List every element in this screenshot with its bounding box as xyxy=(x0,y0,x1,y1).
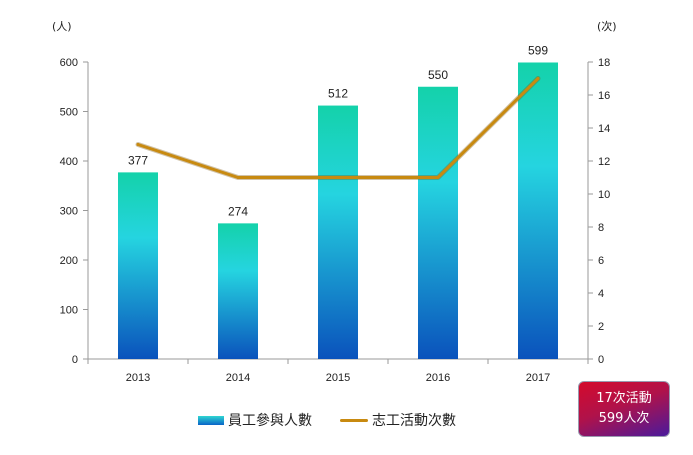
badge-line-participants: 599人次 xyxy=(598,411,650,426)
badge-line-activities: 17次活動 xyxy=(596,391,652,406)
line-point xyxy=(336,176,340,179)
x-tick-label: 2016 xyxy=(426,372,450,384)
legend: 員工參與人數 志工活動次數 xyxy=(198,410,484,430)
left-axis-unit: (人) xyxy=(52,20,72,33)
right-tick-label: 0 xyxy=(598,354,604,366)
bar-value-label: 377 xyxy=(128,153,148,167)
left-tick-label: 500 xyxy=(60,107,78,119)
line-series xyxy=(135,76,541,180)
data-labels: 377 274 512 550 599 xyxy=(128,43,548,218)
right-tick-label: 16 xyxy=(598,90,610,102)
legend-bar-label: 員工參與人數 xyxy=(228,413,312,429)
left-tick-label: 0 xyxy=(72,354,78,366)
bar xyxy=(518,62,558,360)
right-axis-unit: (次) xyxy=(597,19,617,33)
x-tick-label: 2015 xyxy=(326,372,350,384)
left-tick-label: 200 xyxy=(60,255,78,267)
x-tick-label: 2014 xyxy=(226,372,250,384)
bar xyxy=(218,223,258,359)
legend-item-line: 志工活動次數 xyxy=(340,410,456,430)
line-point xyxy=(436,176,440,179)
axes: 0 100 200 300 400 500 600 0 2 4 6 8 10 12 14 16 18 2013 20… xyxy=(60,57,611,384)
left-tick-label: 300 xyxy=(60,206,78,218)
right-tick-label: 10 xyxy=(598,189,610,201)
line-point xyxy=(536,77,540,80)
bar-value-label: 512 xyxy=(328,87,348,101)
right-tick-label: 12 xyxy=(598,156,610,168)
bars xyxy=(118,62,558,360)
legend-item-bars: 員工參與人數 xyxy=(198,410,312,430)
summary-badge: 17次活動 599人次 xyxy=(578,381,670,437)
x-tick-label: 2013 xyxy=(126,372,150,384)
bar-value-label: 599 xyxy=(528,43,548,57)
bar xyxy=(318,105,358,359)
right-tick-label: 18 xyxy=(598,57,610,69)
right-tick-label: 6 xyxy=(598,255,604,267)
bar-value-label: 274 xyxy=(228,204,248,218)
right-tick-label: 14 xyxy=(598,123,610,135)
line-point xyxy=(136,143,140,146)
x-tick-label: 2017 xyxy=(526,372,550,384)
bar-value-label: 550 xyxy=(428,68,448,82)
legend-line-label: 志工活動次數 xyxy=(372,413,456,429)
left-tick-label: 400 xyxy=(60,156,78,168)
left-tick-label: 600 xyxy=(60,57,78,69)
right-tick-label: 4 xyxy=(598,288,604,300)
bar xyxy=(118,172,158,359)
line-point xyxy=(236,176,240,179)
right-tick-label: 2 xyxy=(598,321,604,333)
legend-bar-swatch xyxy=(198,415,224,425)
left-tick-label: 100 xyxy=(60,305,78,317)
right-tick-label: 8 xyxy=(598,222,604,234)
bar xyxy=(418,86,458,359)
legend-line-swatch xyxy=(340,418,368,422)
